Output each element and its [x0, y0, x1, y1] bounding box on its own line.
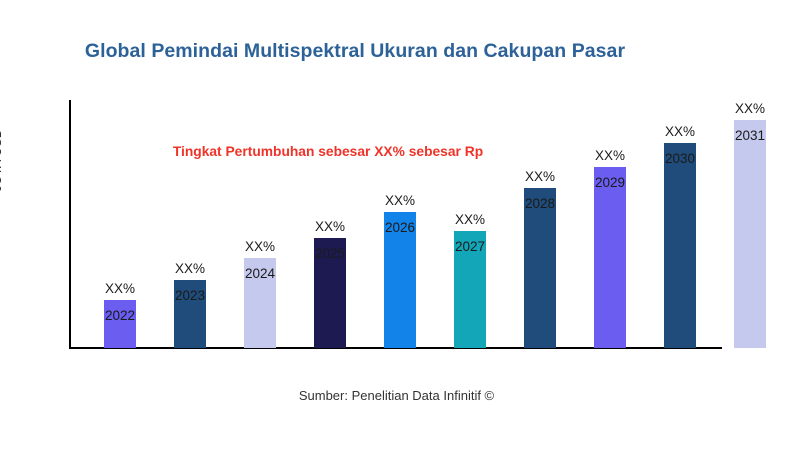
x-axis-tick-label: 2027	[454, 239, 486, 254]
bar-group: XX% 2023	[174, 261, 206, 348]
bar-value-label: XX%	[524, 169, 555, 184]
bar-group: XX% 2031	[734, 101, 766, 348]
x-axis-tick-label: 2026	[384, 220, 416, 235]
bar[interactable]	[314, 238, 346, 348]
bar-value-label: XX%	[104, 281, 135, 296]
bar-group: XX% 2022	[104, 281, 136, 348]
x-axis-tick-label: 2031	[734, 128, 766, 143]
x-axis-tick-label: 2022	[104, 308, 136, 323]
bar-value-label: XX%	[664, 124, 695, 139]
growth-rate-annotation: Tingkat Pertumbuhan sebesar XX% sebesar …	[172, 144, 484, 159]
x-axis-tick-label: 2024	[244, 266, 276, 281]
bar-group: XX% 2025	[314, 219, 346, 348]
bar-value-label: XX%	[244, 239, 275, 254]
x-axis-tick-label: 2029	[594, 175, 626, 190]
bar[interactable]	[384, 212, 416, 348]
page-title: Global Pemindai Multispektral Ukuran dan…	[84, 40, 626, 62]
bar[interactable]	[244, 258, 276, 348]
bar-value-label: XX%	[384, 193, 415, 208]
bar-group: XX% 2024	[244, 239, 276, 348]
bar-value-label: XX%	[454, 212, 485, 227]
bar-group: XX% 2027	[454, 212, 486, 348]
x-axis-tick-label: 2028	[524, 196, 556, 211]
x-axis-line	[69, 347, 722, 349]
x-axis-tick-label: 2030	[664, 151, 696, 166]
bar[interactable]	[664, 143, 696, 348]
bar[interactable]	[594, 167, 626, 348]
bar[interactable]	[454, 231, 486, 348]
bar[interactable]	[174, 280, 206, 348]
bar-group: XX% 2029	[594, 148, 626, 348]
bar-value-label: XX%	[314, 219, 345, 234]
bar-value-label: XX%	[174, 261, 205, 276]
x-axis-tick-label: 2023	[174, 288, 206, 303]
bar[interactable]	[734, 120, 766, 348]
bar-group: XX% 2026	[384, 193, 416, 348]
bar-value-label: XX%	[734, 101, 765, 116]
x-axis-tick-label: 2025	[314, 246, 346, 261]
bar-group: XX% 2030	[664, 124, 696, 348]
source-caption: Sumber: Penelitian Data Infinitif ©	[298, 388, 495, 403]
bar-value-label: XX%	[594, 148, 625, 163]
y-axis-line	[69, 100, 71, 349]
bar[interactable]	[104, 300, 136, 348]
bar[interactable]	[524, 188, 556, 348]
bar-group: XX% 2028	[524, 169, 556, 348]
